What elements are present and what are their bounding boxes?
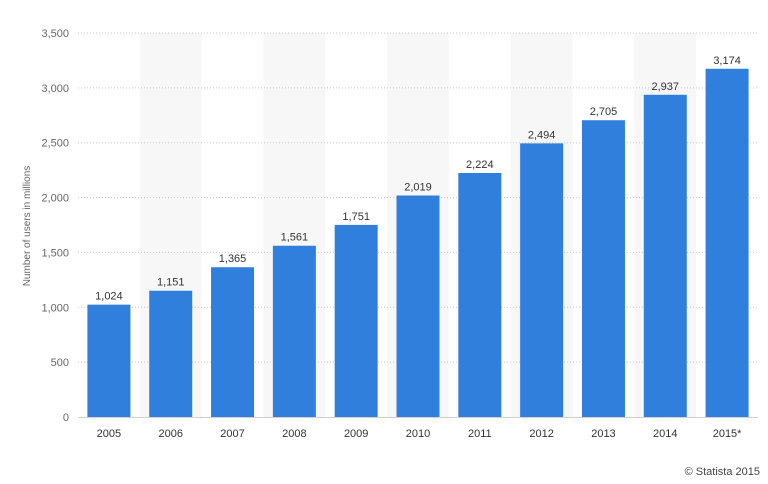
- bar[interactable]: [581, 120, 625, 418]
- x-tick-label: 2014: [653, 428, 677, 440]
- bar[interactable]: [643, 94, 687, 418]
- y-tick-label: 500: [51, 357, 69, 369]
- bar[interactable]: [705, 68, 749, 418]
- data-label: 1,151: [157, 277, 185, 289]
- x-tick-label: 2015*: [713, 428, 742, 440]
- data-label: 1,365: [219, 253, 247, 265]
- y-tick-label: 1,500: [41, 247, 69, 259]
- y-axis-title: Number of users in millions: [22, 166, 33, 287]
- bar[interactable]: [520, 143, 564, 418]
- bar[interactable]: [149, 290, 193, 417]
- bar[interactable]: [87, 304, 131, 417]
- bar[interactable]: [458, 172, 502, 417]
- data-label: 1,561: [281, 232, 309, 244]
- x-tick-label: 2007: [220, 428, 244, 440]
- data-label: 2,494: [528, 129, 556, 141]
- x-tick-label: 2010: [406, 428, 430, 440]
- x-tick-label: 2012: [529, 428, 553, 440]
- y-tick-label: 3,000: [41, 83, 69, 95]
- data-label: 1,024: [95, 291, 123, 303]
- y-tick-label: 3,500: [41, 28, 69, 40]
- x-tick-label: 2006: [158, 428, 182, 440]
- source-credit[interactable]: © Statista 2015: [684, 466, 760, 478]
- x-tick-label: 2008: [282, 428, 306, 440]
- data-labels: 1,024 1,151 1,365 1,561 1,751 2,019 2,224 2,494…: [95, 55, 741, 303]
- y-tick-label: 2,000: [41, 193, 69, 205]
- data-label: 2,937: [652, 81, 680, 93]
- x-tick-label: 2011: [468, 428, 492, 440]
- data-label: 2,705: [590, 106, 618, 118]
- bar[interactable]: [334, 224, 378, 417]
- bar[interactable]: [272, 245, 316, 417]
- bar[interactable]: [396, 195, 440, 417]
- data-label: 1,751: [342, 211, 370, 223]
- data-label: 2,019: [404, 181, 432, 193]
- bars: [87, 68, 749, 418]
- data-label: 2,224: [466, 159, 494, 171]
- x-tick-label: 2013: [591, 428, 615, 440]
- y-axis-ticks: 0 500 1,000 1,500 2,000 2,500 3,000 3,500: [41, 28, 69, 424]
- y-tick-label: 0: [63, 412, 69, 424]
- y-tick-label: 2,500: [41, 138, 69, 150]
- x-tick-label: 2009: [344, 428, 368, 440]
- x-axis-ticks: 2005 2006 2007 2008 2009 2010 2011 2012 2013 2014…: [97, 428, 743, 440]
- data-label: 3,174: [713, 55, 741, 67]
- x-tick-label: 2005: [97, 428, 121, 440]
- y-tick-label: 1,000: [41, 302, 69, 314]
- bar[interactable]: [211, 267, 255, 417]
